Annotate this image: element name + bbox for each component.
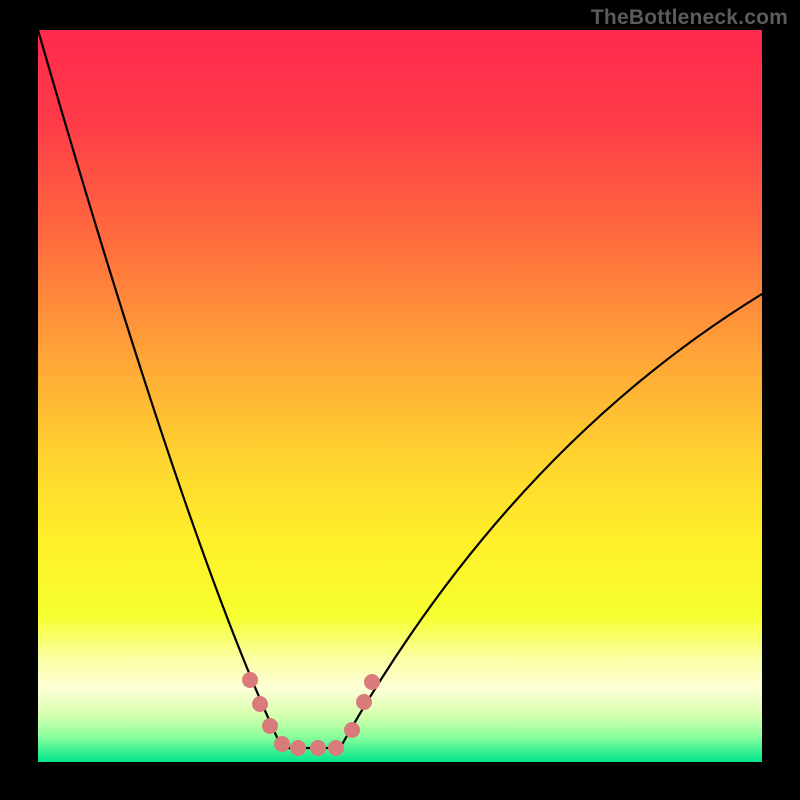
bottleneck-curve-layer [38,30,762,762]
curve-marker [262,718,278,734]
curve-marker [274,736,290,752]
curve-marker [356,694,372,710]
curve-marker [252,696,268,712]
curve-marker [344,722,360,738]
bottleneck-chart [38,30,762,762]
curve-marker [328,740,344,756]
curve-marker [364,674,380,690]
bottleneck-curve [38,30,762,748]
curve-marker [242,672,258,688]
watermark-text: TheBottleneck.com [591,6,788,30]
stage: TheBottleneck.com [0,0,800,800]
curve-marker [310,740,326,756]
curve-marker [290,740,306,756]
